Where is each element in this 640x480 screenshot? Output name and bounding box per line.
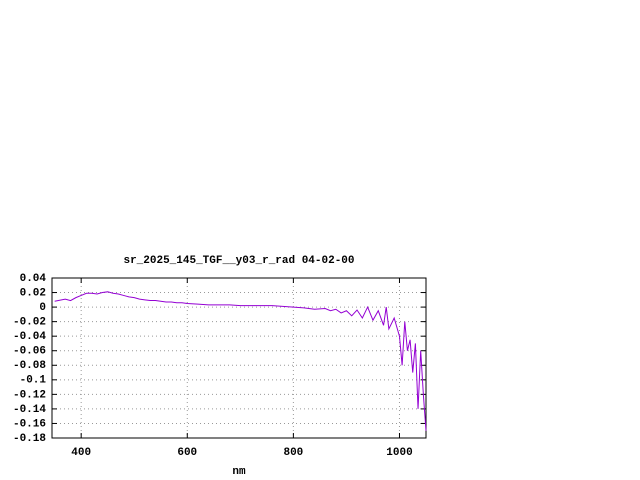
y-tick-label: -0.02 xyxy=(13,317,46,329)
y-tick-label: 0 xyxy=(39,302,46,314)
y-tick-label: -0.06 xyxy=(13,346,46,358)
x-axis-label: nm xyxy=(232,466,246,478)
plot-frame xyxy=(51,277,427,439)
x-tick-label: 400 xyxy=(71,447,91,459)
data-line xyxy=(54,291,427,431)
y-tick-label: 0.04 xyxy=(20,273,47,285)
chart-title: sr_2025_145_TGF__y03_r_rad 04-02-00 xyxy=(123,255,354,267)
x-tick-label: 600 xyxy=(177,447,197,459)
y-tick-label: -0.1 xyxy=(20,375,47,387)
y-tick-label: -0.18 xyxy=(13,433,46,445)
y-tick-label: -0.12 xyxy=(13,389,46,401)
y-tick-label: -0.16 xyxy=(13,418,46,430)
y-tick-label: -0.04 xyxy=(13,331,46,343)
y-tick-label: 0.02 xyxy=(20,287,46,299)
x-tick-label: 1000 xyxy=(386,447,412,459)
y-tick-label: -0.14 xyxy=(13,404,46,416)
y-tick-label: -0.08 xyxy=(13,360,46,372)
x-tick-label: 800 xyxy=(283,447,303,459)
